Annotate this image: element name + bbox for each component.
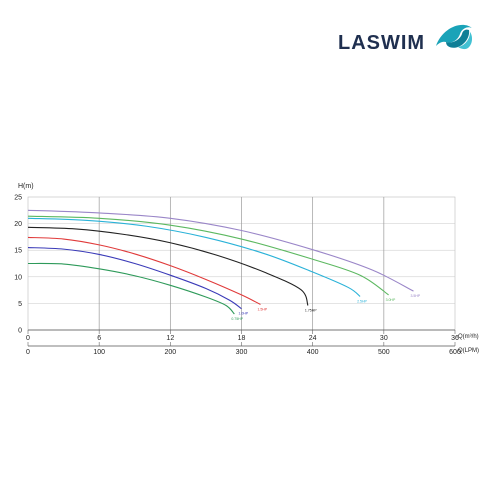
chart-series — [27, 209, 414, 315]
x-tick-label-primary: 18 — [238, 335, 246, 342]
x-tick-label-primary: 24 — [309, 335, 317, 342]
series-label: 0.75HP — [231, 317, 243, 321]
series-line-0-75hp — [27, 262, 235, 315]
y-tick-label: 0 — [18, 328, 22, 335]
x-axis-label-primary: Q(m³/h) — [458, 334, 479, 340]
x-tick-label-secondary: 100 — [93, 349, 105, 356]
y-axis-label: H(m) — [18, 183, 34, 190]
series-label: 3.0HP — [386, 298, 396, 302]
y-tick-label: 25 — [14, 195, 22, 202]
series-label: 1.75HP — [305, 309, 317, 313]
x-tick-label-primary: 0 — [26, 335, 30, 342]
brand-logo: LASWIM — [338, 18, 478, 58]
series-line-2-5hp — [27, 217, 361, 297]
x-axis-label-secondary: Q(LPM) — [458, 348, 479, 354]
x-tick-label-secondary: 500 — [378, 349, 390, 356]
series-line-3-5hp — [27, 209, 414, 292]
series-label: 1.5HP — [257, 307, 267, 311]
x-tick-label-secondary: 600 — [449, 349, 461, 356]
x-tick-label-secondary: 300 — [236, 349, 248, 356]
series-line-1-5hp — [27, 236, 261, 305]
x-tick-label-primary: 30 — [380, 335, 388, 342]
chart-axes: 0 5 10 15 20 25 0 6 12 18 24 30 36 0 100 200 300 400 500 60… — [14, 195, 461, 357]
x-tick-label-primary: 36 — [451, 335, 459, 342]
series-label: 3.5HP — [410, 294, 420, 298]
y-tick-label: 15 — [14, 248, 22, 255]
series-line-1-75hp — [27, 226, 309, 306]
y-tick-label: 5 — [18, 301, 22, 308]
series-label: 1.0HP — [239, 312, 249, 316]
x-tick-label-secondary: 400 — [307, 349, 319, 356]
shell-logo-icon — [436, 24, 473, 50]
y-tick-label: 20 — [14, 221, 22, 228]
x-tick-label-secondary: 200 — [164, 349, 176, 356]
brand-name: LASWIM — [338, 32, 426, 54]
x-tick-label-secondary: 0 — [26, 349, 30, 356]
series-label: 2.5HP — [357, 299, 367, 303]
chart-grid — [27, 196, 456, 331]
x-tick-label-primary: 12 — [166, 335, 174, 342]
series-line-1-0hp — [27, 246, 242, 310]
series-line-3-0hp — [27, 215, 389, 296]
y-tick-label: 10 — [14, 274, 22, 281]
x-tick-label-primary: 6 — [97, 335, 101, 342]
